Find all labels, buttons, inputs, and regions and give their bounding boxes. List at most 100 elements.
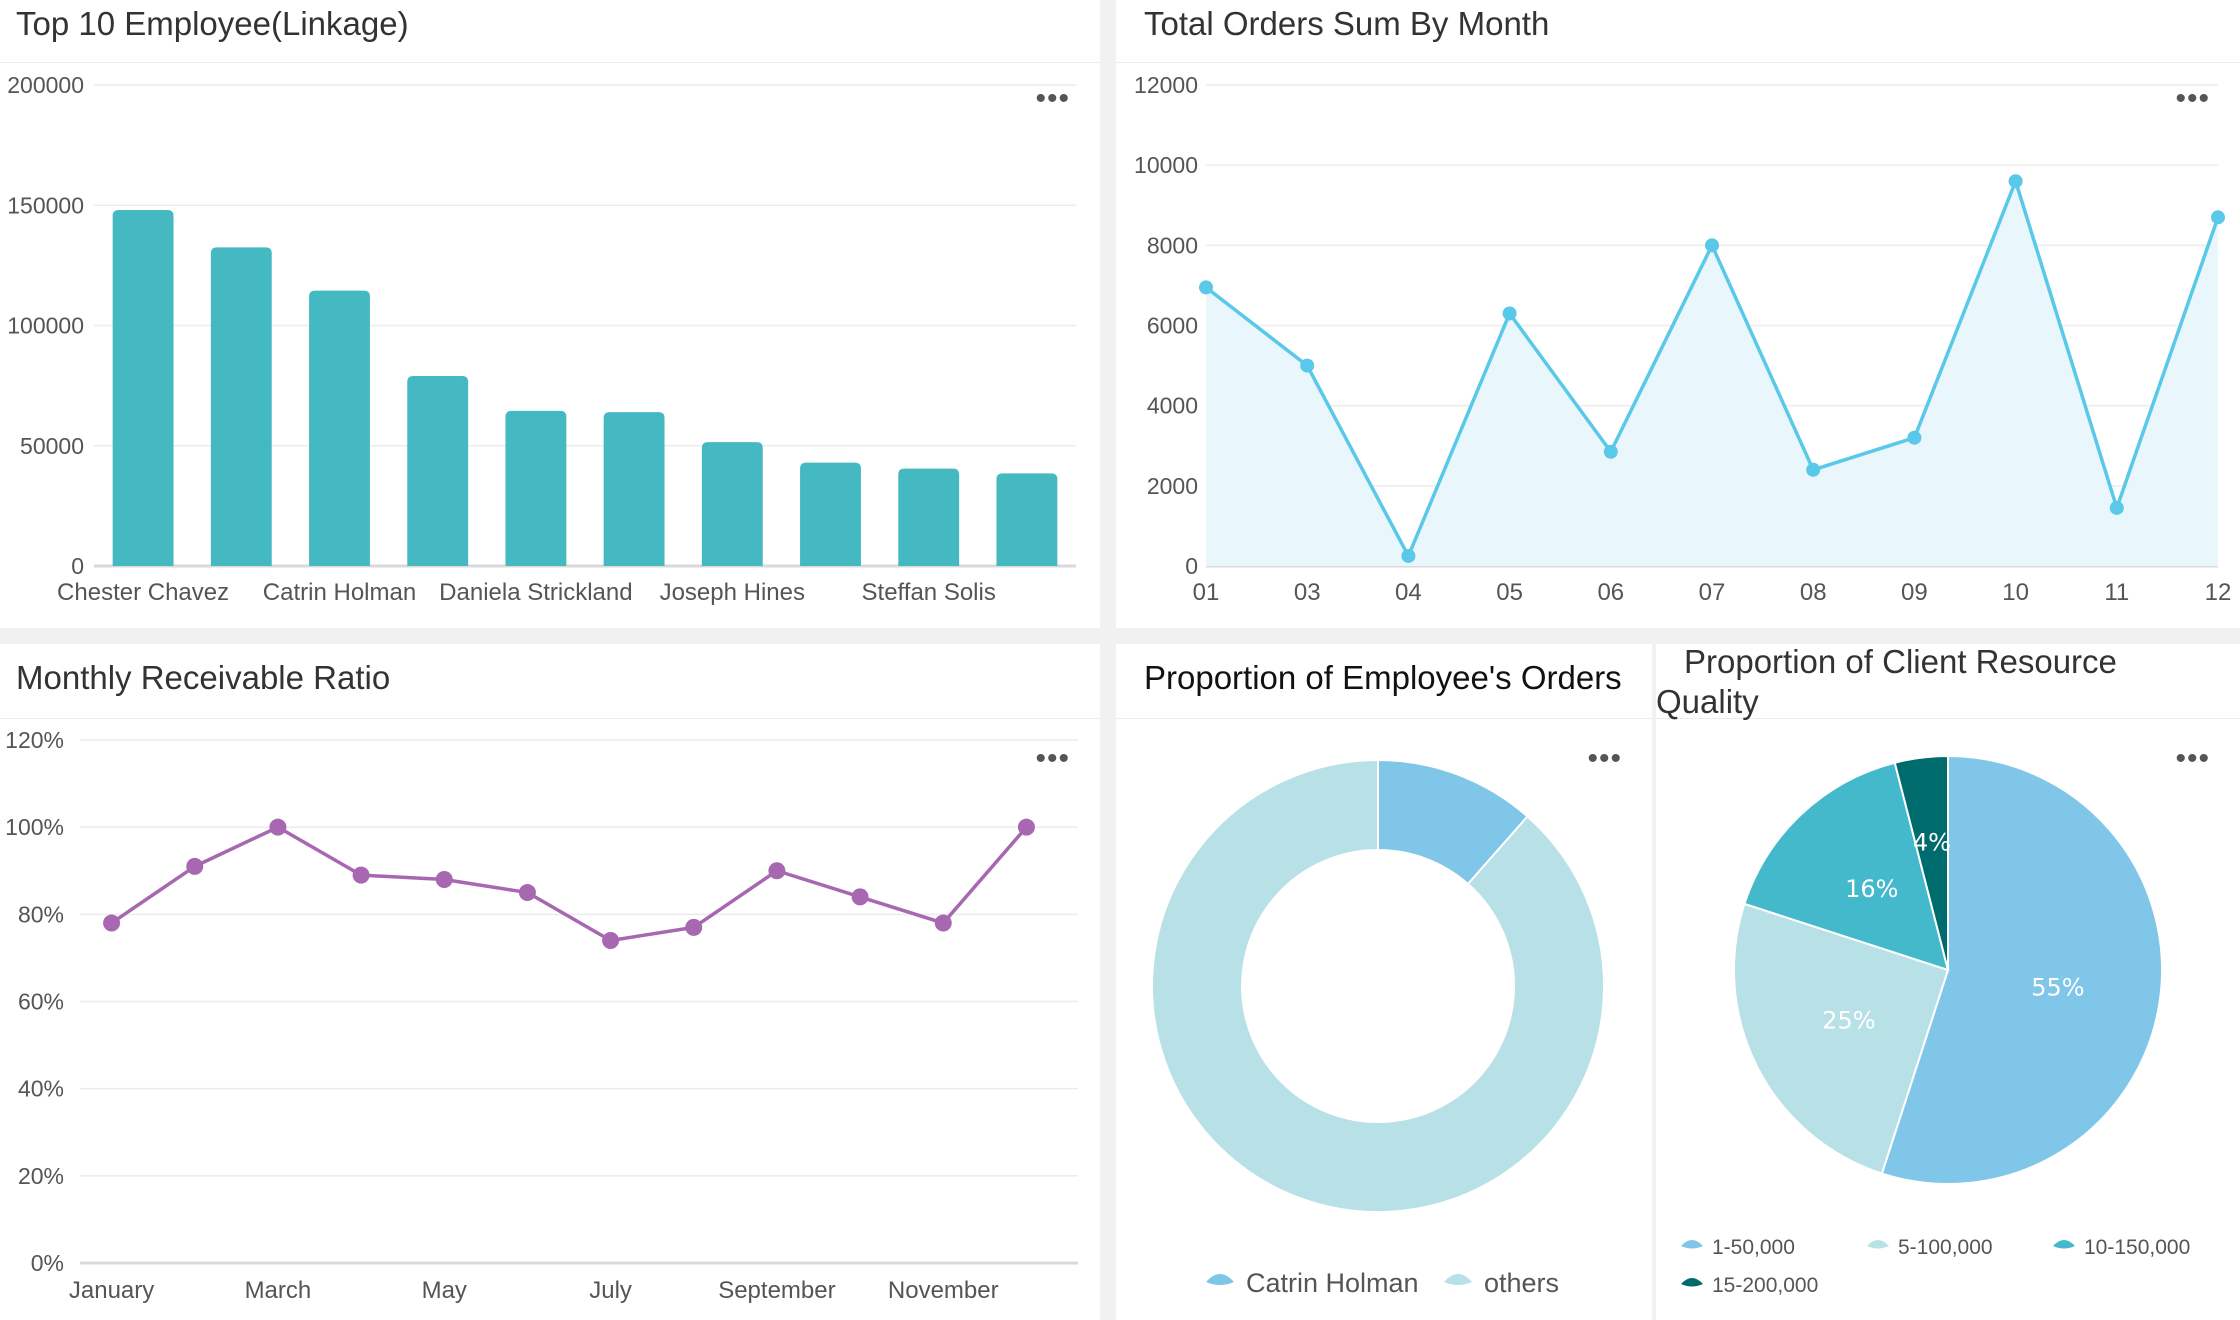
panel-title: Total Orders Sum By Month — [1144, 5, 1550, 42]
x-tick-label: 10 — [2002, 579, 2029, 606]
x-tick-label: January — [69, 1277, 154, 1304]
legend-label: 10-150,000 — [2084, 1236, 2190, 1259]
panel-header: Proportion of Employee's Orders — [1116, 644, 1652, 719]
receivable-ratio-chart: 0% 20% 40% 60% 80% 100% 120% January March May Jul… — [5, 727, 1078, 1304]
pie-slice — [1893, 754, 1949, 971]
more-horizontal-icon[interactable]: ••• — [1587, 742, 1622, 775]
y-tick-label: 4000 — [1147, 393, 1198, 419]
more-horizontal-icon[interactable]: ••• — [1035, 742, 1070, 775]
data-point — [1603, 444, 1618, 459]
data-point — [685, 918, 703, 936]
x-tick-label: 07 — [1699, 579, 1726, 606]
y-tick-label: 40% — [18, 1076, 64, 1102]
y-tick-label: 120% — [5, 727, 64, 753]
client-quality-chart: 55% 25% 16% 4% 1-50,000 5-100,000 10-150,000 15… — [1681, 754, 2190, 1297]
data-point — [768, 862, 786, 880]
data-point — [1300, 358, 1315, 373]
more-horizontal-icon[interactable]: ••• — [1035, 82, 1070, 115]
x-tick-label: September — [718, 1277, 835, 1304]
legend-marker — [1681, 1278, 1703, 1287]
panel-header: Proportion of Client Resource Quality — [1656, 644, 2240, 720]
legend-marker — [1206, 1274, 1234, 1285]
legend-marker — [1444, 1274, 1472, 1285]
pie-slice — [1733, 902, 1950, 1175]
panel-title: Monthly Receivable Ratio — [16, 659, 391, 696]
y-tick-label: 50000 — [20, 433, 84, 459]
series-area — [1206, 181, 2218, 566]
bar — [309, 290, 370, 566]
x-tick-label: Joseph Hines — [660, 579, 805, 606]
bar — [800, 462, 861, 566]
x-tick-label: November — [888, 1277, 999, 1304]
y-tick-label: 0 — [71, 553, 84, 579]
data-point — [269, 818, 287, 836]
pie-value-label: 25% — [1822, 1007, 1875, 1035]
data-point — [1401, 548, 1416, 563]
data-point — [602, 931, 620, 949]
panel-header: Top 10 Employee(Linkage) — [0, 0, 1100, 63]
data-point — [2211, 210, 2225, 225]
x-tick-label: Steffan Solis — [862, 579, 996, 606]
data-point — [186, 857, 204, 875]
legend-label: 1-50,000 — [1712, 1236, 1795, 1259]
x-tick-label: 06 — [1597, 579, 1624, 606]
data-point — [103, 914, 121, 932]
orders-by-month-panel: Total Orders Sum By Month ••• 0 2000 4000 6… — [1116, 0, 2240, 628]
data-point — [1806, 462, 1821, 477]
pie-value-label: 16% — [1845, 875, 1898, 903]
pie-slice — [1880, 754, 2163, 1185]
data-point — [1907, 430, 1922, 445]
bar — [210, 247, 272, 566]
series-line — [110, 825, 1028, 943]
panel-title: Proportion of Client Resource Quality — [1656, 644, 2117, 720]
x-tick-label: 01 — [1193, 579, 1220, 606]
x-tick-label: 03 — [1294, 579, 1321, 606]
more-horizontal-icon[interactable]: ••• — [2175, 742, 2210, 775]
bar — [505, 410, 567, 566]
legend-marker — [2053, 1240, 2075, 1249]
client-quality-panel: Proportion of Client Resource Quality ••… — [1656, 644, 2240, 1320]
x-tick-label: July — [589, 1277, 632, 1304]
legend-marker — [1867, 1240, 1889, 1249]
y-tick-label: 2000 — [1147, 473, 1198, 499]
x-tick-label: 09 — [1901, 579, 1928, 606]
y-tick-label: 12000 — [1134, 72, 1198, 98]
data-point — [1199, 280, 1213, 295]
bar — [112, 210, 174, 566]
panel-title: Top 10 Employee(Linkage) — [16, 5, 409, 42]
x-tick-label: Daniela Strickland — [439, 579, 632, 606]
y-tick-label: 0% — [31, 1250, 64, 1276]
bar — [701, 442, 763, 566]
bar — [407, 376, 469, 566]
x-tick-label: 05 — [1496, 579, 1523, 606]
data-point — [2109, 500, 2124, 515]
legend-label: 15-200,000 — [1712, 1274, 1818, 1297]
orders-by-month-chart: 0 2000 4000 6000 8000 10000 12000 01 03 04 05 06 07 0… — [1134, 72, 2232, 606]
pie-slice — [1743, 761, 1950, 972]
y-tick-label: 6000 — [1147, 313, 1198, 339]
x-tick-label: 12 — [2205, 579, 2232, 606]
data-point — [435, 870, 453, 888]
y-tick-label: 200000 — [7, 72, 84, 98]
data-point — [851, 888, 869, 906]
data-point — [934, 914, 952, 932]
legend-label: others — [1484, 1268, 1559, 1298]
x-tick-label: 04 — [1395, 579, 1422, 606]
y-tick-label: 150000 — [7, 192, 84, 218]
data-point — [518, 884, 536, 902]
x-tick-label: 08 — [1800, 579, 1827, 606]
x-tick-label: Catrin Holman — [263, 579, 416, 606]
y-tick-label: 10000 — [1134, 152, 1198, 178]
x-tick-label: March — [245, 1277, 312, 1304]
bar — [898, 468, 960, 566]
pie-value-label: 55% — [2031, 973, 2084, 1001]
receivable-ratio-panel: Monthly Receivable Ratio ••• 0% 20% 40% 60%… — [0, 644, 1100, 1320]
y-tick-label: 0 — [1185, 553, 1198, 579]
legend-label: Catrin Holman — [1246, 1268, 1419, 1298]
more-horizontal-icon[interactable]: ••• — [2175, 82, 2210, 115]
pie-value-label: 4% — [1913, 829, 1951, 857]
x-tick-label: 11 — [2104, 579, 2129, 606]
employee-orders-chart: Catrin Holman others — [1151, 758, 1605, 1298]
top-employees-panel: Top 10 Employee(Linkage) ••• 0 50000 10000… — [0, 0, 1100, 628]
y-tick-label: 20% — [18, 1163, 64, 1189]
